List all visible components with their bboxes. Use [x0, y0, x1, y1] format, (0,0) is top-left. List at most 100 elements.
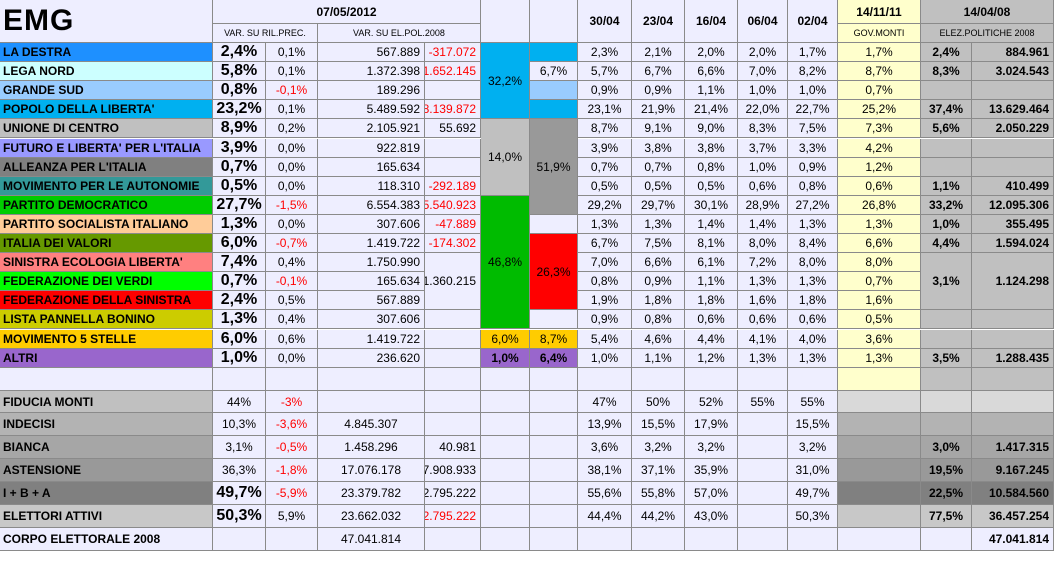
bottom-pct: 44%: [213, 391, 266, 413]
party-poll: 0,8%: [632, 310, 685, 330]
party-poll: 8,7%: [578, 119, 632, 139]
party-poll: 0,9%: [632, 272, 685, 292]
party-e08-votes-merged: 1.124.298: [972, 253, 1054, 311]
party-poll: 1,3%: [788, 272, 838, 292]
bottom-poll: 43,0%: [685, 505, 738, 528]
bottom-var: -3%: [266, 391, 318, 413]
party-gov-monti: 1,7%: [838, 43, 921, 63]
party-poll: 1,1%: [685, 81, 738, 101]
bottom-e08-votes: 1.417.315: [972, 436, 1054, 459]
bottom-votes: 17.076.178: [318, 459, 425, 482]
bottom-poll: 55,6%: [578, 482, 632, 505]
bottom-spacer: [530, 436, 578, 459]
bottom-poll: 47%: [578, 391, 632, 413]
bottom-votes: 4.845.307: [318, 413, 425, 436]
bottom-var: 5,9%: [266, 505, 318, 528]
party-var-pol: -174.302: [425, 234, 481, 254]
blank-row: [266, 367, 318, 391]
group-m5s: 6,0%: [481, 329, 530, 349]
party-var: 0,5%: [266, 291, 318, 311]
bottom-gov-monti: [838, 391, 921, 413]
party-poll: 1,3%: [788, 214, 838, 234]
party-poll: 29,7%: [632, 195, 685, 215]
party-poll: 1,0%: [738, 81, 788, 101]
party-name: UNIONE DI CENTRO: [0, 119, 213, 139]
party-var: 0,4%: [266, 310, 318, 330]
header-date-main: 07/05/2012: [213, 0, 481, 24]
header-date-1411: 14/11/11: [838, 0, 921, 24]
bottom-spacer: [530, 391, 578, 413]
bottom-e08-pct: 19,5%: [921, 459, 972, 482]
bottom-e08-votes: [972, 413, 1054, 436]
party-name: ALLEANZA PER L'ITALIA: [0, 157, 213, 177]
bottom-e08-pct: [921, 391, 972, 413]
party-var-pol: -292.189: [425, 176, 481, 196]
group-centrodestra: 32,2%: [481, 43, 530, 120]
party-var: -0,1%: [266, 81, 318, 101]
party-e08-pct: [921, 329, 972, 349]
party-poll: 7,0%: [738, 62, 788, 82]
party-name: LA DESTRA: [0, 43, 213, 63]
party-gov-monti: 3,6%: [838, 329, 921, 349]
header-var-pol: VAR. SU EL.POL.2008: [318, 24, 481, 43]
party-poll: 6,6%: [685, 62, 738, 82]
party-e08-votes: 3.024.543: [972, 62, 1054, 82]
bottom-e08-votes: [972, 391, 1054, 413]
party-name: SINISTRA ECOLOGIA LIBERTA': [0, 253, 213, 273]
party-poll: 1,4%: [738, 214, 788, 234]
party-poll: 6,7%: [578, 234, 632, 254]
group-altri-b: 6,4%: [530, 348, 578, 368]
party-votes: 2.105.921: [318, 119, 425, 139]
party-poll: 7,5%: [788, 119, 838, 139]
party-poll: 23,1%: [578, 100, 632, 120]
bottom-pct: 50,3%: [213, 505, 266, 528]
party-e08-pct: 4,4%: [921, 234, 972, 254]
blank-row: [0, 367, 213, 391]
bottom-e08-pct: [921, 528, 972, 551]
party-poll: 6,7%: [632, 62, 685, 82]
party-poll: 1,3%: [738, 272, 788, 292]
party-poll: 22,0%: [738, 100, 788, 120]
bottom-spacer: [530, 528, 578, 551]
party-poll: 1,8%: [632, 291, 685, 311]
blank-row: [318, 367, 425, 391]
party-gov-monti: 0,7%: [838, 81, 921, 101]
party-poll: 2,1%: [632, 43, 685, 63]
party-gov-monti: 8,7%: [838, 62, 921, 82]
party-var-pol: -5.540.923: [425, 195, 481, 215]
bottom-gov-monti: [838, 505, 921, 528]
party-name: LEGA NORD: [0, 62, 213, 82]
header-spacer: [481, 0, 530, 43]
bottom-poll: [685, 528, 738, 551]
party-poll: 1,0%: [788, 81, 838, 101]
bottom-e08-pct: 22,5%: [921, 482, 972, 505]
party-gov-monti: 4,2%: [838, 138, 921, 158]
party-e08-pct: [921, 81, 972, 101]
party-poll: 1,3%: [578, 214, 632, 234]
party-var: 0,1%: [266, 43, 318, 63]
party-votes: 1.372.398: [318, 62, 425, 82]
party-pct: 1,0%: [213, 348, 266, 368]
party-pct: 3,9%: [213, 138, 266, 158]
party-gov-monti: 1,3%: [838, 348, 921, 368]
bottom-pct: 36,3%: [213, 459, 266, 482]
blank-row: [738, 367, 788, 391]
bottom-pct: 3,1%: [213, 436, 266, 459]
party-var-pol: 55.692: [425, 119, 481, 139]
party-var-pol: -1.652.145: [425, 62, 481, 82]
party-name: POPOLO DELLA LIBERTA': [0, 100, 213, 120]
party-poll: 22,7%: [788, 100, 838, 120]
party-var-pol: -8.139.872: [425, 100, 481, 120]
party-poll: 1,6%: [738, 291, 788, 311]
party-e08-votes: 13.629.464: [972, 100, 1054, 120]
bottom-var: -3,6%: [266, 413, 318, 436]
blank-row: [838, 367, 921, 391]
bottom-poll: 38,1%: [578, 459, 632, 482]
party-poll: 1,1%: [632, 348, 685, 368]
bottom-label: INDECISI: [0, 413, 213, 436]
party-var: 0,6%: [266, 329, 318, 349]
party-poll: 0,7%: [632, 157, 685, 177]
party-poll: 5,7%: [578, 62, 632, 82]
party-votes: 1.750.990: [318, 253, 425, 273]
